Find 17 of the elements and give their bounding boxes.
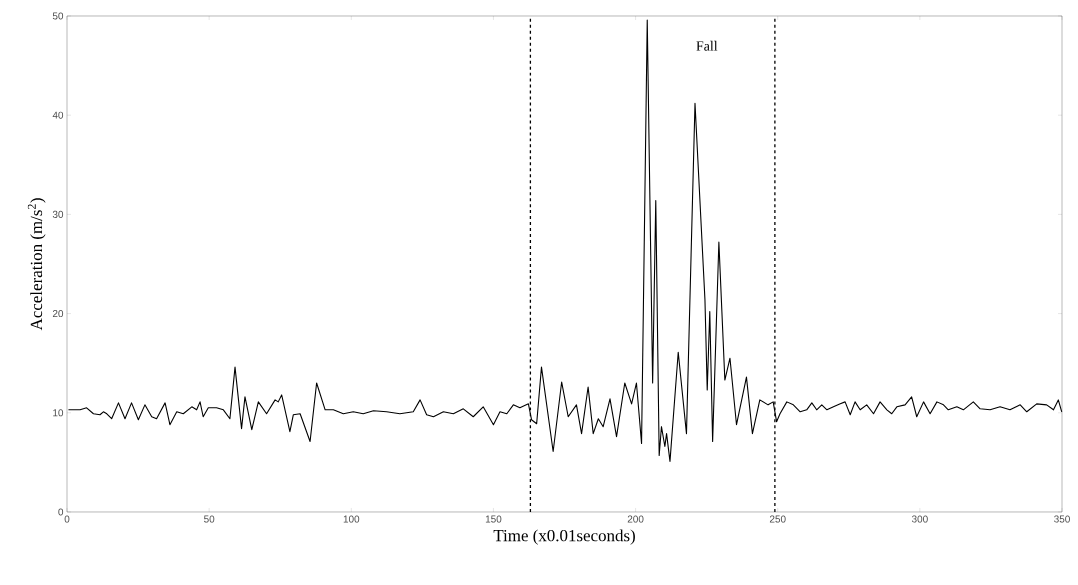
x-tick-label: 250 [769, 515, 786, 523]
annotation: Fall [696, 40, 718, 51]
y-tick-label: 40 [52, 111, 64, 119]
x-tick-label: 300 [911, 515, 928, 523]
x-tick-label: 350 [1054, 515, 1070, 523]
y-axis-title: Acceleration (m/s$^{2}$) [27, 198, 46, 331]
x-axis-title: Time (x0.01seconds) [493, 529, 635, 545]
x-tick-label: 0 [64, 515, 70, 523]
y-tick-label: 10 [53, 409, 64, 417]
y-tick-label: 0 [58, 508, 64, 516]
x-tick-label: 150 [485, 515, 502, 523]
y-tick-label: 20 [52, 310, 64, 318]
x-tick-label: 100 [343, 515, 360, 523]
x-tick-label: 50 [204, 515, 215, 523]
x-tick-label: 200 [627, 515, 644, 523]
y-tick-label: 30 [52, 210, 64, 218]
y-tick-label: 50 [52, 12, 64, 20]
